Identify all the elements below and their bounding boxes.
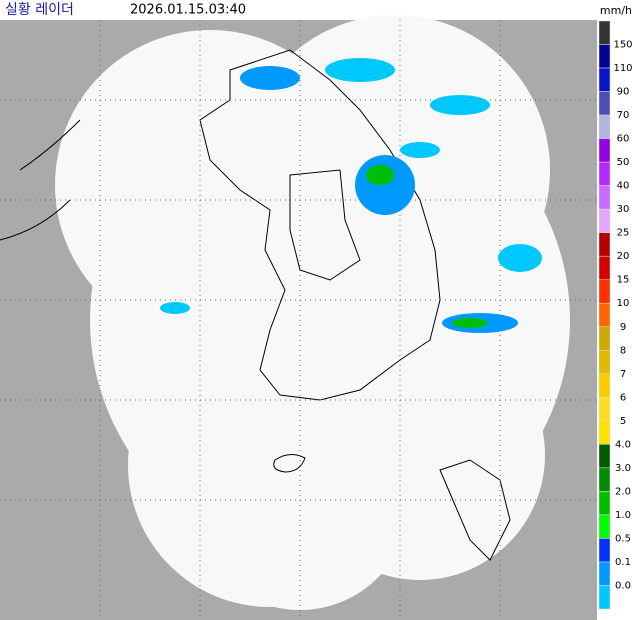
legend-swatch: [598, 255, 611, 280]
radar-coverage: [55, 15, 570, 610]
legend-label: 110: [613, 63, 632, 74]
legend-swatch: [598, 561, 611, 586]
echoes: [160, 58, 542, 333]
legend-swatch: [598, 467, 611, 492]
legend-swatch: [598, 279, 611, 304]
legend-label: 70: [617, 110, 630, 121]
legend-label: 4.0: [615, 439, 631, 450]
legend-label: 90: [617, 87, 630, 98]
legend-swatch: [598, 444, 611, 469]
unit: mm/h: [600, 4, 632, 17]
legend-label: 8: [620, 345, 626, 356]
legend-swatch: [598, 67, 611, 92]
legend-swatch: [598, 397, 611, 422]
legend-label: 20: [617, 251, 630, 262]
legend-label: 3.0: [615, 463, 631, 474]
legend-label: 150: [613, 40, 632, 51]
legend-label: 15: [617, 275, 630, 286]
legend-swatch: [598, 138, 611, 163]
legend-label: 50: [617, 157, 630, 168]
legend-swatch: [598, 208, 611, 233]
legend-label: 0.1: [615, 557, 631, 568]
legend-swatch: [598, 185, 611, 210]
legend-swatch: [598, 514, 611, 539]
legend-swatch: [598, 326, 611, 351]
legend-swatch: [598, 350, 611, 375]
legend-swatch: [598, 20, 611, 45]
legend-swatch: [598, 232, 611, 257]
legend-swatch: [598, 491, 611, 516]
legend-swatch: [598, 91, 611, 116]
legend-label: 1.0: [615, 510, 631, 521]
legend-swatch: [598, 161, 611, 186]
legend-label: 30: [617, 204, 630, 215]
legend-swatch: [598, 538, 611, 563]
legend-swatch: [598, 585, 611, 610]
header-bar: [0, 0, 635, 20]
legend-label: 25: [617, 228, 630, 239]
legend-swatch: [598, 420, 611, 445]
timestamp: 2026.01.15.03:40: [130, 3, 246, 18]
map-area: [0, 15, 597, 620]
legend: 150 110 90 70 60 50 40 30 25 20 15 10 9 8 7 6 5 4.0 3.0 2.0…: [597, 20, 635, 620]
legend-label: 60: [617, 134, 630, 145]
legend-swatch: [598, 44, 611, 69]
legend-label: 5: [620, 416, 626, 427]
legend-label: 40: [617, 181, 630, 192]
legend-label: 7: [620, 369, 626, 380]
legend-label: 0.5: [615, 533, 631, 544]
legend-swatch: [598, 114, 611, 139]
legend-label: 6: [620, 392, 626, 403]
legend-swatch: [598, 373, 611, 398]
legend-swatch: [598, 302, 611, 328]
title: 실황 레이더: [5, 2, 74, 18]
legend-label: 2.0: [615, 486, 631, 497]
legend-label: 9: [620, 322, 626, 333]
legend-label: 10: [617, 298, 630, 309]
legend-label: 0.0: [615, 580, 631, 591]
